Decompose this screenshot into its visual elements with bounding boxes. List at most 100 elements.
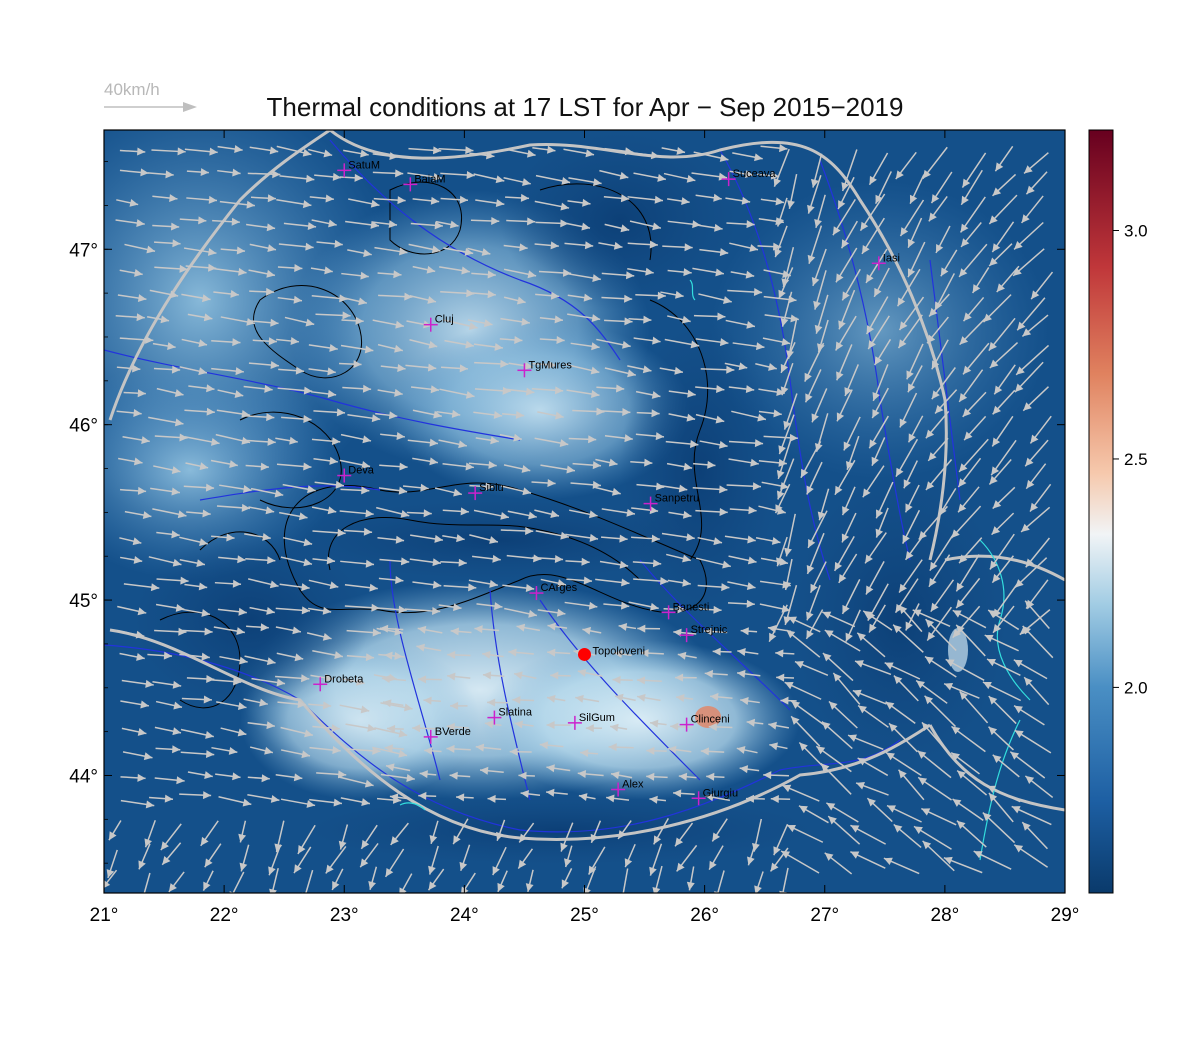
- wind-arrow: [661, 146, 686, 155]
- station-label: Banesti: [673, 601, 710, 613]
- wind-arrow: [897, 314, 923, 349]
- wind-arrow: [340, 344, 374, 354]
- wind-arrow: [663, 605, 686, 614]
- wind-arrow: [595, 486, 621, 496]
- wind-arrow: [412, 409, 442, 419]
- wind-arrow: [390, 822, 409, 846]
- wind-arrow: [316, 239, 343, 248]
- wind-arrow: [119, 486, 147, 495]
- wind-arrow: [724, 362, 748, 371]
- wind-arrow: [179, 216, 207, 225]
- wind-arrow: [852, 689, 887, 705]
- wind-arrow: [514, 720, 534, 729]
- wind-arrow: [992, 754, 1020, 778]
- wind-arrow: [989, 342, 1019, 369]
- wind-arrow: [843, 416, 861, 451]
- wind-arrow: [786, 824, 824, 843]
- wind-arrow: [610, 771, 633, 780]
- wind-arrow: [1023, 676, 1050, 706]
- wind-arrow: [277, 386, 313, 395]
- wind-arrow: [996, 265, 1020, 293]
- wind-arrow: [807, 510, 828, 549]
- wind-arrow: [755, 363, 777, 371]
- wind-arrow: [151, 147, 186, 156]
- wind-arrow: [692, 267, 724, 277]
- wind-arrow: [377, 535, 405, 544]
- wind-arrow: [1014, 557, 1048, 589]
- wind-arrow: [873, 338, 892, 366]
- wind-arrow: [627, 240, 658, 249]
- wind-arrow: [359, 843, 379, 868]
- wind-arrow: [898, 559, 923, 594]
- station-markers: SatuM BaiaM Suceava Iasi Cluj TgMures Deva Sibi…: [313, 159, 900, 806]
- wind-arrow: [202, 870, 214, 891]
- lakes-coast: [399, 279, 1031, 861]
- wind-arrow: [184, 436, 220, 446]
- wind-arrow: [210, 459, 238, 468]
- wind-arrow: [340, 486, 370, 495]
- wind-arrow: [312, 528, 346, 537]
- wind-arrow: [1021, 821, 1048, 850]
- wind-arrow: [630, 458, 653, 467]
- wind-arrow: [484, 720, 502, 729]
- wind-arrow: [412, 580, 442, 589]
- wind-arrow: [595, 578, 630, 587]
- wind-arrow: [784, 513, 796, 557]
- wind-arrow: [727, 288, 763, 297]
- wind-arrow: [124, 510, 152, 519]
- wind-arrow: [442, 507, 469, 516]
- wind-arrow: [871, 437, 886, 467]
- wind-scale-label: 40km/h: [104, 80, 160, 99]
- wind-arrow: [951, 725, 986, 753]
- wind-arrow: [986, 658, 1021, 677]
- wind-arrow: [958, 537, 983, 564]
- wind-arrow: [806, 461, 823, 495]
- wind-arrow: [776, 673, 795, 682]
- wind-arrow: [308, 579, 339, 590]
- wind-arrow: [760, 557, 789, 566]
- wind-arrow: [250, 487, 284, 498]
- station-label: Drobeta: [324, 673, 364, 685]
- wind-arrow: [931, 339, 949, 370]
- lon-tick-label: 23°: [330, 905, 359, 926]
- wind-arrow: [148, 416, 184, 427]
- wind-arrow: [475, 199, 505, 207]
- wind-arrow: [535, 219, 569, 228]
- wind-arrow: [459, 844, 471, 872]
- station-label: SatuM: [348, 159, 380, 171]
- wind-arrow: [959, 315, 989, 346]
- wind-arrow: [577, 770, 604, 778]
- wind-arrow: [909, 174, 925, 205]
- wind-arrow: [119, 269, 143, 277]
- wind-arrow: [824, 629, 861, 652]
- wind-arrow: [757, 242, 782, 251]
- wind-arrow: [897, 769, 925, 801]
- wind-arrow: [811, 388, 828, 423]
- wind-arrow: [532, 145, 556, 154]
- wind-arrow: [737, 648, 759, 656]
- wind-arrow: [924, 655, 957, 678]
- wind-arrow: [686, 866, 695, 891]
- wind-arrow: [244, 655, 276, 666]
- wind-arrow: [988, 243, 1013, 267]
- wind-arrow: [467, 247, 491, 256]
- wind-arrow: [379, 462, 408, 471]
- wind-arrow: [279, 174, 315, 183]
- wind-arrow: [347, 249, 372, 258]
- wind-arrow: [276, 199, 312, 209]
- wind-arrow: [379, 624, 404, 633]
- wind-arrow: [845, 435, 860, 471]
- wind-arrow: [917, 750, 952, 779]
- wind-arrow: [212, 267, 247, 276]
- wind-arrow: [371, 220, 398, 229]
- wind-arrow: [883, 857, 920, 875]
- wind-arrow: [847, 734, 884, 750]
- wind-arrow: [961, 152, 987, 188]
- station-label: Iasi: [883, 252, 900, 264]
- station-label: Deva: [348, 465, 375, 477]
- wind-arrow: [635, 432, 665, 441]
- wind-arrow: [474, 359, 509, 368]
- wind-arrow: [439, 266, 470, 275]
- wind-arrow: [276, 337, 299, 345]
- wind-arrow: [249, 243, 277, 253]
